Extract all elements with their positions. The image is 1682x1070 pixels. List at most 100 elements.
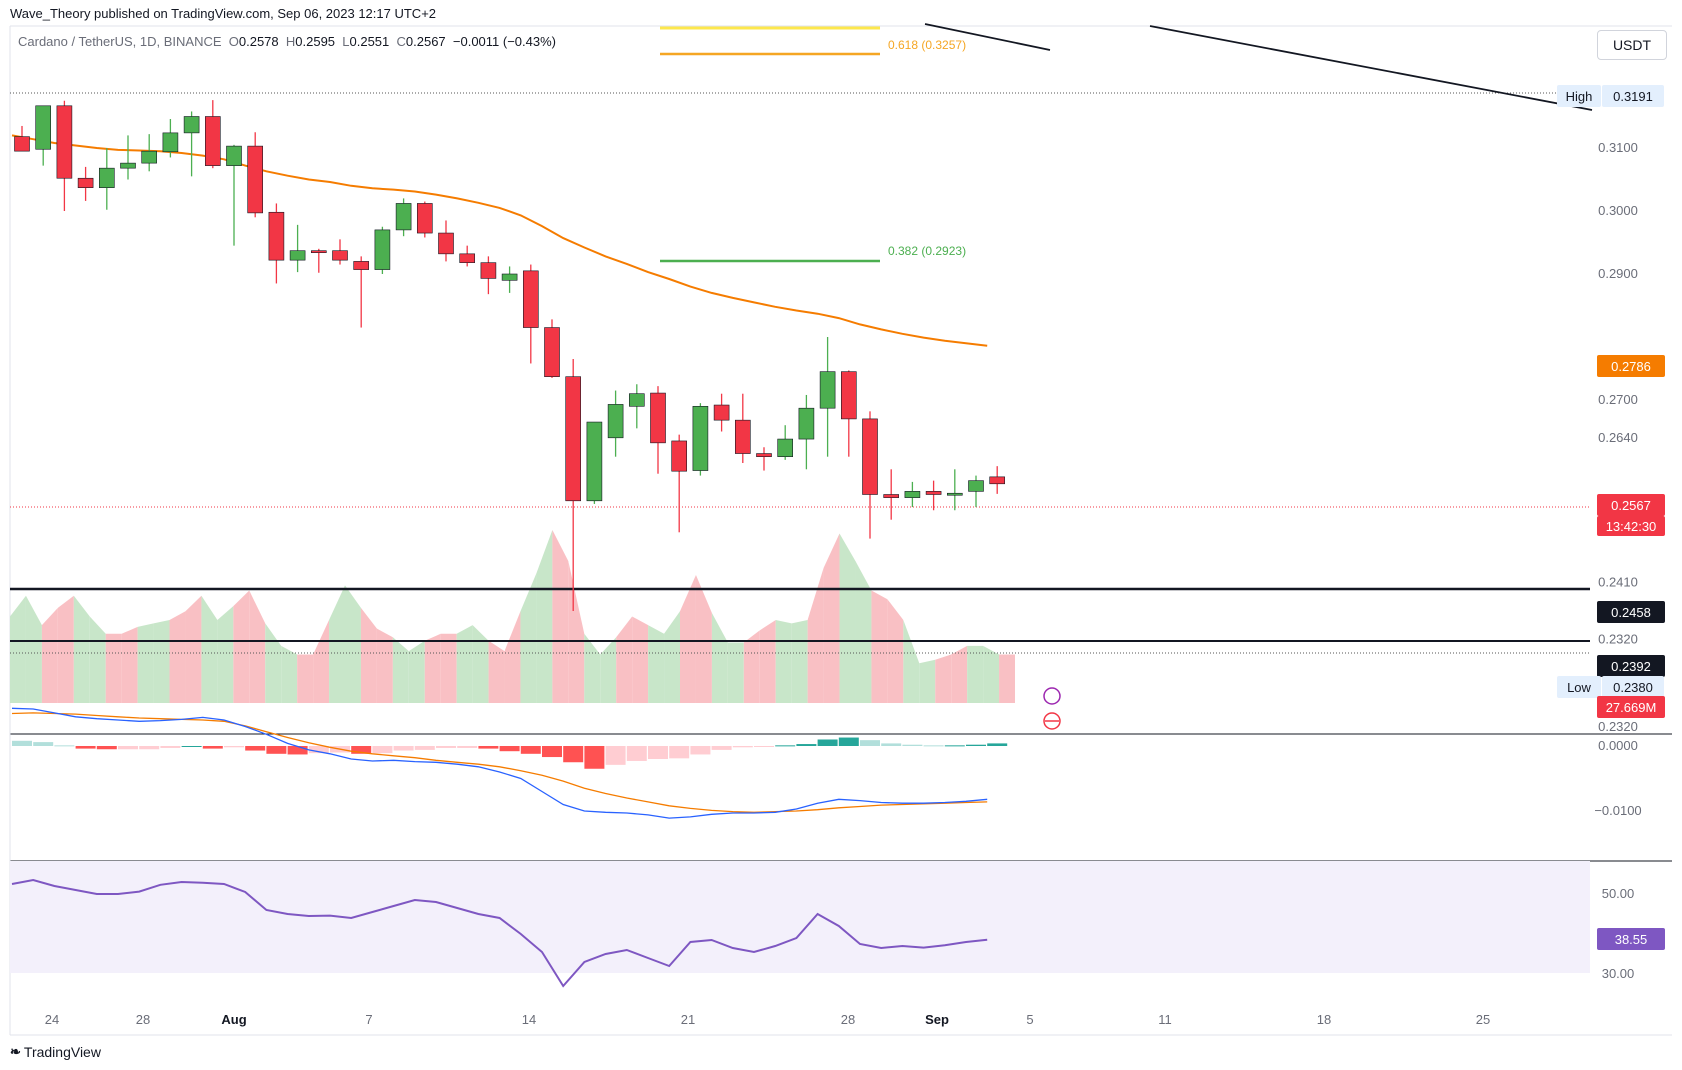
lightning-icon[interactable] bbox=[1043, 687, 1061, 705]
countdown-label: 13:42:30 bbox=[1597, 516, 1665, 536]
candle[interactable] bbox=[883, 469, 900, 520]
macd-histogram-bar bbox=[12, 740, 32, 746]
candle[interactable] bbox=[544, 319, 560, 378]
price-tick-label: 0.2320 bbox=[1598, 719, 1638, 734]
volume-segment bbox=[376, 628, 393, 703]
trendline-1[interactable] bbox=[924, 23, 1051, 51]
candle-body bbox=[904, 491, 921, 498]
price-tick-label: 0.2700 bbox=[1598, 392, 1638, 407]
candle[interactable] bbox=[989, 466, 1006, 494]
volume-segment bbox=[648, 625, 665, 703]
candle[interactable] bbox=[565, 359, 582, 612]
macd-histogram-bar bbox=[584, 746, 605, 769]
candle[interactable] bbox=[840, 370, 857, 457]
candle[interactable] bbox=[819, 337, 836, 457]
volume-label-text: 27.669M bbox=[1606, 700, 1657, 715]
volume-segment bbox=[584, 633, 601, 703]
macd-histogram-bar bbox=[542, 746, 562, 758]
candle[interactable] bbox=[480, 256, 497, 295]
macd-histogram-bar bbox=[245, 746, 266, 751]
candle-body bbox=[501, 273, 518, 281]
candle-body bbox=[416, 203, 433, 234]
candle[interactable] bbox=[501, 266, 518, 293]
candle[interactable] bbox=[692, 403, 709, 476]
volume-segment bbox=[536, 530, 553, 703]
volume-segment bbox=[887, 599, 904, 703]
volume-segment bbox=[169, 611, 186, 703]
volume-segment bbox=[281, 645, 298, 703]
candle-body bbox=[819, 371, 836, 409]
candle-body bbox=[183, 116, 200, 134]
candle[interactable] bbox=[120, 135, 136, 180]
candle[interactable] bbox=[459, 245, 476, 267]
candle-body bbox=[226, 145, 242, 166]
candle[interactable] bbox=[628, 384, 645, 429]
volume-segment bbox=[89, 616, 106, 703]
macd-histogram-bar bbox=[944, 745, 965, 747]
candle[interactable] bbox=[205, 100, 221, 169]
trendline-2[interactable] bbox=[1149, 25, 1593, 111]
tradingview-logo-icon: ❧ bbox=[10, 1044, 21, 1059]
candle-body bbox=[56, 105, 73, 179]
candle[interactable] bbox=[35, 105, 52, 166]
candle[interactable] bbox=[607, 390, 624, 457]
candle[interactable] bbox=[713, 393, 730, 432]
candle[interactable] bbox=[99, 148, 115, 210]
tradingview-brand: TradingView bbox=[23, 1044, 101, 1060]
candle[interactable] bbox=[734, 393, 751, 463]
volume-segment bbox=[472, 625, 489, 703]
macd-histogram-bar bbox=[732, 746, 753, 748]
candle[interactable] bbox=[268, 203, 285, 284]
rsi-band bbox=[10, 861, 1590, 973]
price-tick-label: 0.3100 bbox=[1598, 140, 1638, 155]
high-label: H bbox=[285, 34, 296, 49]
candle[interactable] bbox=[968, 475, 984, 508]
macd-histogram-bar bbox=[648, 746, 668, 759]
candle[interactable] bbox=[522, 264, 539, 364]
candle[interactable] bbox=[247, 132, 263, 218]
candle[interactable] bbox=[416, 201, 433, 238]
candle[interactable] bbox=[671, 434, 688, 533]
candle[interactable] bbox=[332, 239, 348, 265]
candle[interactable] bbox=[904, 481, 921, 508]
candle[interactable] bbox=[650, 386, 666, 474]
volume-segment bbox=[999, 654, 1015, 703]
candle[interactable] bbox=[756, 447, 772, 471]
candle-body bbox=[289, 250, 306, 261]
macd-histogram-bar bbox=[478, 746, 499, 749]
candle[interactable] bbox=[395, 198, 412, 237]
macd-histogram-bar bbox=[754, 746, 774, 747]
candle[interactable] bbox=[586, 421, 603, 504]
candle[interactable] bbox=[14, 125, 30, 152]
macd-histogram-bar bbox=[499, 746, 520, 752]
candle[interactable] bbox=[226, 144, 242, 246]
symbol-name[interactable]: Cardano / TetherUS, 1D, BINANCE bbox=[18, 34, 222, 49]
candle[interactable] bbox=[162, 119, 179, 158]
macd-histogram-bar bbox=[838, 737, 859, 746]
candle[interactable] bbox=[374, 226, 391, 274]
chart-canvas[interactable]: 0.31000.30000.29000.27500.27000.26400.25… bbox=[0, 0, 1682, 1040]
candle[interactable] bbox=[310, 248, 327, 273]
candle[interactable] bbox=[77, 166, 94, 201]
price-tick-label: 0.2640 bbox=[1598, 430, 1638, 445]
candle[interactable] bbox=[777, 425, 794, 460]
price-tick-label: 0.3000 bbox=[1598, 203, 1638, 218]
currency-button[interactable]: USDT bbox=[1597, 30, 1667, 60]
volume-segment bbox=[695, 574, 712, 703]
candle[interactable] bbox=[438, 220, 454, 262]
candle[interactable] bbox=[353, 256, 370, 328]
candle[interactable] bbox=[862, 411, 878, 539]
candle[interactable] bbox=[946, 469, 963, 511]
candle[interactable] bbox=[925, 480, 942, 511]
candle[interactable] bbox=[289, 224, 306, 273]
candle[interactable] bbox=[798, 394, 815, 470]
candle[interactable] bbox=[56, 100, 73, 211]
candle[interactable] bbox=[141, 134, 157, 172]
volume-segment bbox=[153, 619, 170, 703]
candle-body bbox=[586, 421, 603, 502]
candle[interactable] bbox=[183, 111, 200, 177]
candle-body bbox=[756, 453, 772, 457]
volume-segment bbox=[217, 606, 234, 703]
fib-label-382: 0.382 (0.2923) bbox=[888, 244, 966, 258]
volume-segment bbox=[10, 595, 26, 703]
